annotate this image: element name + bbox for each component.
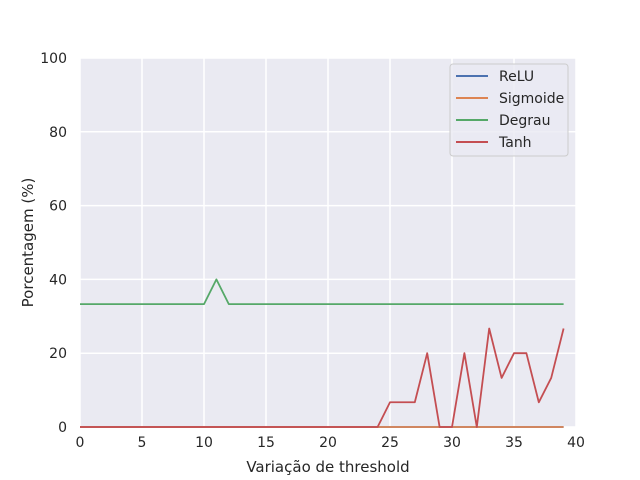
y-tick-label: 60 [49,199,67,215]
x-tick-labels: 0 5 10 15 20 25 30 35 40 [76,435,585,451]
legend-box [449,63,569,157]
y-axis-label: Porcentagem (%) [19,178,37,308]
x-tick-label: 5 [138,435,147,451]
y-tick-label: 20 [49,346,67,362]
legend-label-degrau: Degrau [499,113,551,129]
x-tick-label: 35 [505,435,523,451]
x-tick-label: 10 [195,435,213,451]
series-line-degrau [80,278,564,306]
legend: ReLU Sigmoide Degrau Tanh [449,63,569,157]
x-tick-label: 25 [381,435,399,451]
y-tick-label: 80 [49,125,67,141]
x-tick-label: 40 [567,435,585,451]
legend-label-sigmoide: Sigmoide [499,91,564,107]
series-lines [80,278,565,428]
x-tick-label: 20 [319,435,337,451]
y-tick-labels: 0 20 40 60 80 100 [40,51,67,436]
y-tick-label: 40 [49,272,67,288]
y-tick-label: 0 [58,420,67,436]
x-tick-label: 0 [76,435,85,451]
x-tick-label: 15 [257,435,275,451]
legend-label-tanh: Tanh [498,135,532,151]
y-tick-label: 100 [40,51,67,67]
x-axis-label: Variação de threshold [246,458,409,476]
x-tick-label: 30 [443,435,461,451]
legend-label-relu: ReLU [499,69,534,85]
series-line-tanh [80,327,565,428]
